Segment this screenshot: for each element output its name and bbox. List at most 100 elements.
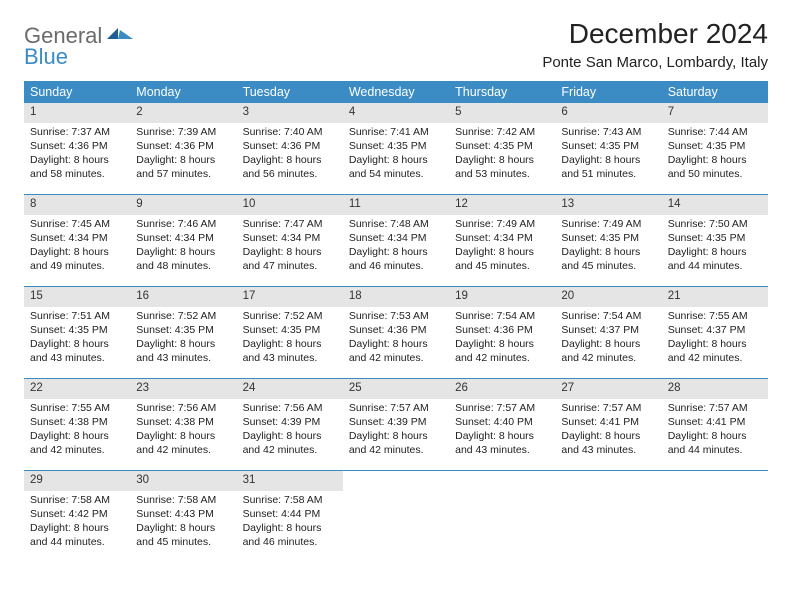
day-number: 4 xyxy=(343,103,449,123)
daylight-line: Daylight: 8 hours and 42 minutes. xyxy=(561,337,655,365)
day-number: 8 xyxy=(24,195,130,215)
sunrise-line: Sunrise: 7:47 AM xyxy=(243,217,337,231)
calendar-day-cell: 24Sunrise: 7:56 AMSunset: 4:39 PMDayligh… xyxy=(237,379,343,471)
month-title: December 2024 xyxy=(542,18,768,50)
daylight-line: Daylight: 8 hours and 56 minutes. xyxy=(243,153,337,181)
sunset-line: Sunset: 4:34 PM xyxy=(243,231,337,245)
daylight-line: Daylight: 8 hours and 42 minutes. xyxy=(136,429,230,457)
day-number: 10 xyxy=(237,195,343,215)
sunset-line: Sunset: 4:35 PM xyxy=(349,139,443,153)
calendar-table: SundayMondayTuesdayWednesdayThursdayFrid… xyxy=(24,81,768,562)
sunrise-line: Sunrise: 7:55 AM xyxy=(30,401,124,415)
calendar-day-cell: 11Sunrise: 7:48 AMSunset: 4:34 PMDayligh… xyxy=(343,195,449,287)
day-number: 28 xyxy=(662,379,768,399)
daylight-line: Daylight: 8 hours and 46 minutes. xyxy=(349,245,443,273)
daylight-line: Daylight: 8 hours and 44 minutes. xyxy=(668,245,762,273)
calendar-day-cell: 3 Sunrise: 7:40 AMSunset: 4:36 PMDaylight… xyxy=(237,103,343,195)
daylight-line: Daylight: 8 hours and 50 minutes. xyxy=(668,153,762,181)
daylight-line: Daylight: 8 hours and 57 minutes. xyxy=(136,153,230,181)
day-number: 16 xyxy=(130,287,236,307)
sunset-line: Sunset: 4:41 PM xyxy=(561,415,655,429)
sunset-line: Sunset: 4:42 PM xyxy=(30,507,124,521)
sunset-line: Sunset: 4:39 PM xyxy=(243,415,337,429)
calendar-day-cell xyxy=(555,471,661,563)
sunset-line: Sunset: 4:36 PM xyxy=(455,323,549,337)
daylight-line: Daylight: 8 hours and 42 minutes. xyxy=(455,337,549,365)
daylight-line: Daylight: 8 hours and 44 minutes. xyxy=(668,429,762,457)
calendar-day-cell: 1 Sunrise: 7:37 AMSunset: 4:36 PMDaylight… xyxy=(24,103,130,195)
calendar-day-cell: 17Sunrise: 7:52 AMSunset: 4:35 PMDayligh… xyxy=(237,287,343,379)
daylight-line: Daylight: 8 hours and 53 minutes. xyxy=(455,153,549,181)
day-number: 12 xyxy=(449,195,555,215)
weekday-header: Wednesday xyxy=(343,81,449,103)
brand-text: General Blue xyxy=(24,26,102,68)
day-number: 26 xyxy=(449,379,555,399)
sunset-line: Sunset: 4:37 PM xyxy=(668,323,762,337)
calendar-day-cell: 29Sunrise: 7:58 AMSunset: 4:42 PMDayligh… xyxy=(24,471,130,563)
sunset-line: Sunset: 4:38 PM xyxy=(136,415,230,429)
calendar-day-cell: 15Sunrise: 7:51 AMSunset: 4:35 PMDayligh… xyxy=(24,287,130,379)
sunrise-line: Sunrise: 7:49 AM xyxy=(561,217,655,231)
sunrise-line: Sunrise: 7:51 AM xyxy=(30,309,124,323)
day-number: 2 xyxy=(130,103,236,123)
sunrise-line: Sunrise: 7:55 AM xyxy=(668,309,762,323)
calendar-week-row: 22Sunrise: 7:55 AMSunset: 4:38 PMDayligh… xyxy=(24,379,768,471)
weekday-header: Friday xyxy=(555,81,661,103)
day-number: 22 xyxy=(24,379,130,399)
daylight-line: Daylight: 8 hours and 58 minutes. xyxy=(30,153,124,181)
sunrise-line: Sunrise: 7:52 AM xyxy=(136,309,230,323)
day-number: 27 xyxy=(555,379,661,399)
daylight-line: Daylight: 8 hours and 45 minutes. xyxy=(561,245,655,273)
sunrise-line: Sunrise: 7:57 AM xyxy=(349,401,443,415)
sunset-line: Sunset: 4:38 PM xyxy=(30,415,124,429)
calendar-day-cell: 7Sunrise: 7:44 AMSunset: 4:35 PMDaylight… xyxy=(662,103,768,195)
sunrise-line: Sunrise: 7:45 AM xyxy=(30,217,124,231)
day-number: 30 xyxy=(130,471,236,491)
day-number: 5 xyxy=(449,103,555,123)
day-number: 19 xyxy=(449,287,555,307)
day-number: 24 xyxy=(237,379,343,399)
day-number: 3 xyxy=(237,103,343,123)
day-number: 25 xyxy=(343,379,449,399)
sunset-line: Sunset: 4:43 PM xyxy=(136,507,230,521)
sunset-line: Sunset: 4:36 PM xyxy=(243,139,337,153)
calendar-day-cell: 20Sunrise: 7:54 AMSunset: 4:37 PMDayligh… xyxy=(555,287,661,379)
calendar-day-cell: 30Sunrise: 7:58 AMSunset: 4:43 PMDayligh… xyxy=(130,471,236,563)
calendar-page: General Blue December 2024 Ponte San Mar… xyxy=(0,0,792,562)
sunset-line: Sunset: 4:36 PM xyxy=(349,323,443,337)
sunset-line: Sunset: 4:35 PM xyxy=(136,323,230,337)
sunrise-line: Sunrise: 7:58 AM xyxy=(136,493,230,507)
day-number: 9 xyxy=(130,195,236,215)
day-number: 31 xyxy=(237,471,343,491)
daylight-line: Daylight: 8 hours and 43 minutes. xyxy=(243,337,337,365)
daylight-line: Daylight: 8 hours and 42 minutes. xyxy=(30,429,124,457)
sunrise-line: Sunrise: 7:54 AM xyxy=(455,309,549,323)
sunrise-line: Sunrise: 7:37 AM xyxy=(30,125,124,139)
sunset-line: Sunset: 4:35 PM xyxy=(561,231,655,245)
header-row: General Blue December 2024 Ponte San Mar… xyxy=(24,18,768,71)
calendar-day-cell: 5Sunrise: 7:42 AMSunset: 4:35 PMDaylight… xyxy=(449,103,555,195)
day-number: 15 xyxy=(24,287,130,307)
sunset-line: Sunset: 4:35 PM xyxy=(668,139,762,153)
sunrise-line: Sunrise: 7:56 AM xyxy=(243,401,337,415)
location-label: Ponte San Marco, Lombardy, Italy xyxy=(542,54,768,71)
weekday-header: Sunday xyxy=(24,81,130,103)
calendar-day-cell: 23Sunrise: 7:56 AMSunset: 4:38 PMDayligh… xyxy=(130,379,236,471)
sunrise-line: Sunrise: 7:40 AM xyxy=(243,125,337,139)
sunset-line: Sunset: 4:36 PM xyxy=(30,139,124,153)
daylight-line: Daylight: 8 hours and 44 minutes. xyxy=(30,521,124,549)
weekday-header: Saturday xyxy=(662,81,768,103)
sunrise-line: Sunrise: 7:42 AM xyxy=(455,125,549,139)
calendar-day-cell: 10Sunrise: 7:47 AMSunset: 4:34 PMDayligh… xyxy=(237,195,343,287)
day-number: 11 xyxy=(343,195,449,215)
calendar-week-row: 15 Sunrise: 7:51 AM Sunset: 4:35 PM Dayligh… xyxy=(24,287,768,379)
title-block: December 2024 Ponte San Marco, Lombardy,… xyxy=(542,18,768,71)
day-number: 23 xyxy=(130,379,236,399)
day-number: 1 xyxy=(24,103,130,123)
calendar-week-row: 8Sunrise: 7:45 AMSunset: 4:34 PMDaylight… xyxy=(24,195,768,287)
sunset-line: Sunset: 4:34 PM xyxy=(30,231,124,245)
daylight-line: Daylight: 8 hours and 42 minutes. xyxy=(668,337,762,365)
sunset-line: Sunset: 4:34 PM xyxy=(136,231,230,245)
daylight-line: Daylight: 8 hours and 46 minutes. xyxy=(243,521,337,549)
daylight-line: Daylight: 8 hours and 49 minutes. xyxy=(30,245,124,273)
